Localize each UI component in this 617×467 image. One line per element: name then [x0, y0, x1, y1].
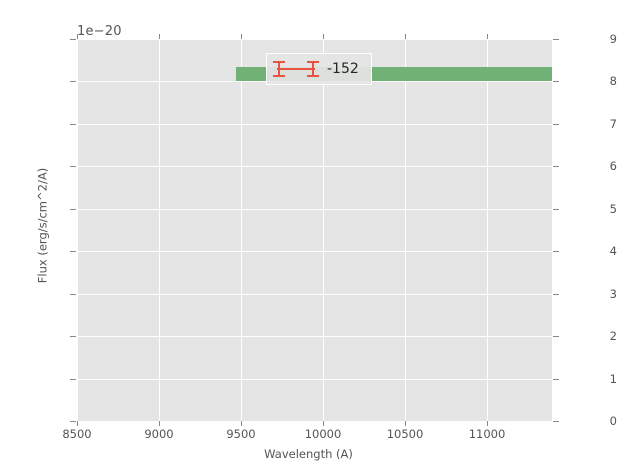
gridline-vertical [405, 39, 406, 421]
gridline-vertical [241, 39, 242, 421]
y-tick-mark-right [553, 379, 559, 380]
x-tick-mark-top [405, 34, 406, 39]
y-tick-label: 0 [609, 414, 617, 428]
gridline-vertical [323, 39, 324, 421]
y-tick-label: 2 [609, 329, 617, 343]
x-tick-label: 8500 [62, 427, 92, 441]
y-tick-mark [70, 81, 76, 82]
y-tick-mark-right [553, 421, 559, 422]
errorbar-cap-left [278, 61, 280, 77]
y-tick-mark-right [553, 166, 559, 167]
x-tick-mark-top [241, 34, 242, 39]
x-tick-mark-top [77, 34, 78, 39]
y-tick-mark [70, 379, 76, 380]
x-tick-mark [405, 421, 406, 426]
y-tick-mark [70, 209, 76, 210]
y-tick-mark [70, 251, 76, 252]
errorbar-marker-icon [273, 58, 319, 80]
y-tick-label: 5 [609, 202, 617, 216]
plot-area [77, 39, 552, 421]
x-tick-mark-top [323, 34, 324, 39]
gridline-horizontal [77, 209, 552, 210]
gridline-horizontal [77, 166, 552, 167]
errorbar-line [277, 68, 315, 70]
x-tick-mark [241, 421, 242, 426]
gridline-horizontal [77, 336, 552, 337]
y-tick-label: 6 [609, 159, 617, 173]
y-tick-label: 8 [609, 74, 617, 88]
gridline-horizontal [77, 294, 552, 295]
y-tick-mark-right [553, 81, 559, 82]
y-tick-label: 3 [609, 287, 617, 301]
x-tick-mark [487, 421, 488, 426]
x-tick-label: 9500 [226, 427, 256, 441]
errorbar-tip-bottom-right [307, 75, 319, 77]
gridline-horizontal [77, 251, 552, 252]
gridline-vertical [77, 39, 78, 421]
y-tick-mark-right [553, 294, 559, 295]
x-tick-mark [323, 421, 324, 426]
x-tick-label: 9000 [144, 427, 174, 441]
x-tick-mark-top [487, 34, 488, 39]
y-tick-mark-right [553, 251, 559, 252]
y-axis-title-wrapper: Flux (erg/s/cm^2/A) [32, 35, 51, 417]
y-tick-mark [70, 336, 76, 337]
y-tick-mark [70, 166, 76, 167]
y-tick-mark-right [553, 209, 559, 210]
x-tick-mark [77, 421, 78, 426]
errorbar-tip-top-right [307, 61, 319, 63]
gridline-horizontal [77, 379, 552, 380]
gridline-horizontal [77, 39, 552, 40]
y-tick-mark-right [553, 39, 559, 40]
y-tick-mark [70, 124, 76, 125]
y-tick-mark-right [553, 336, 559, 337]
y-axis-title: Flux (erg/s/cm^2/A) [35, 167, 50, 284]
y-tick-label: 9 [609, 32, 617, 46]
gridline-vertical [487, 39, 488, 421]
legend-entry-label: -152 [327, 61, 359, 77]
x-tick-label: 10000 [304, 427, 342, 441]
y-tick-mark-right [553, 124, 559, 125]
y-tick-label: 1 [609, 372, 617, 386]
gridline-horizontal [77, 124, 552, 125]
y-tick-mark [70, 39, 76, 40]
y-tick-label: 7 [609, 117, 617, 131]
x-axis-title: Wavelength (A) [264, 447, 353, 461]
x-tick-mark [159, 421, 160, 426]
x-tick-label: 10500 [386, 427, 424, 441]
x-tick-label: 11000 [468, 427, 506, 441]
errorbar-tip-top-left [273, 61, 285, 63]
errorbar-cap-right [312, 61, 314, 77]
y-tick-mark [70, 294, 76, 295]
y-tick-label: 4 [609, 244, 617, 258]
y-tick-mark [70, 421, 76, 422]
gridline-vertical [159, 39, 160, 421]
errorbar-tip-bottom-left [273, 75, 285, 77]
x-tick-mark-top [159, 34, 160, 39]
chart-legend[interactable]: -152 [266, 53, 372, 85]
y-axis-offset-text: 1e−20 [77, 24, 122, 39]
